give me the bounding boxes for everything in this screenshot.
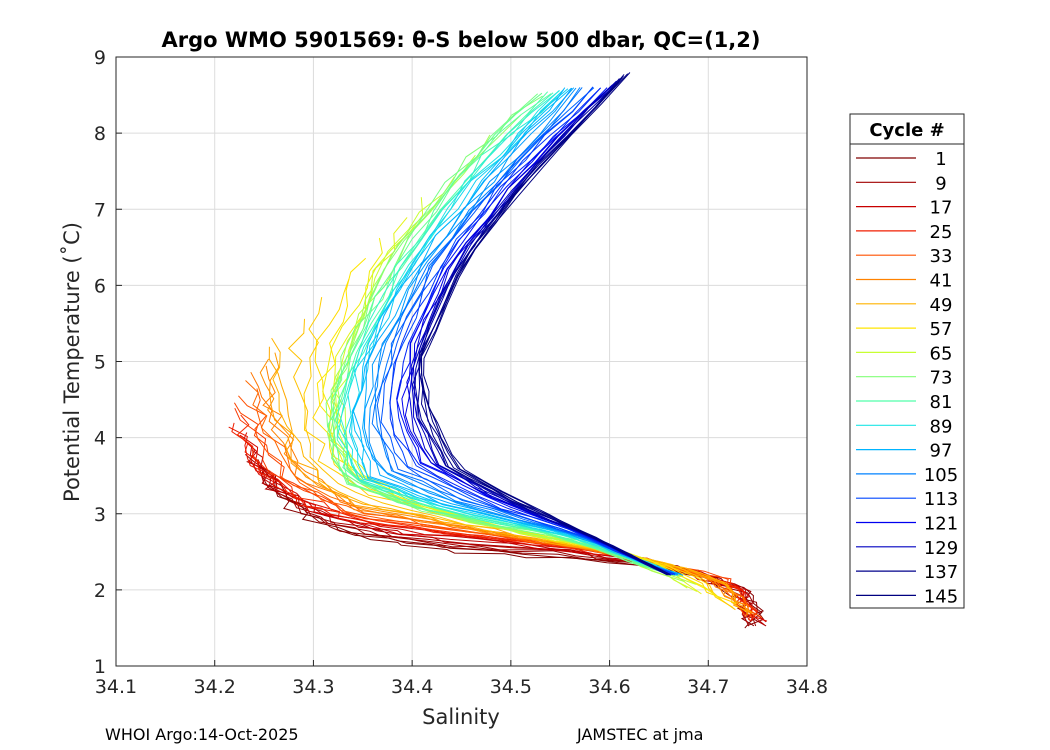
legend-label: 9 — [935, 173, 946, 194]
x-tick-label: 34.1 — [95, 676, 137, 698]
profile-curve — [412, 82, 668, 576]
legend-label: 65 — [930, 343, 953, 364]
x-tick-label: 34.4 — [391, 676, 433, 698]
legend-label: 81 — [930, 392, 953, 413]
profile-curve — [368, 87, 678, 576]
x-tick-label: 34.8 — [786, 676, 828, 698]
legend-label: 105 — [924, 465, 958, 486]
x-tick-label: 34.6 — [588, 676, 630, 698]
profile-curve — [423, 72, 669, 576]
x-tick-label: 34.3 — [292, 676, 334, 698]
profile-curve — [336, 91, 675, 575]
y-axis-label: Potential Temperature (˚C) — [60, 222, 84, 502]
legend-label: 113 — [924, 489, 958, 510]
y-tick-label: 2 — [94, 580, 106, 602]
profile-curve — [261, 466, 765, 626]
footer-left: WHOI Argo:14-Oct-2025 — [105, 725, 299, 744]
profile-curve — [351, 89, 677, 576]
legend-label: 41 — [930, 271, 953, 292]
legend-label: 129 — [924, 538, 958, 559]
legend-label: 1 — [935, 149, 946, 170]
legend-label: 137 — [924, 562, 958, 583]
profile-curve — [380, 86, 670, 576]
legend-box — [849, 113, 965, 609]
legend-title: Cycle # — [869, 120, 944, 141]
profile-curve — [271, 337, 747, 613]
profile-curve — [287, 318, 736, 611]
x-axis-label: Salinity — [422, 705, 500, 729]
y-tick-label: 1 — [94, 656, 106, 678]
y-tick-label: 5 — [94, 352, 106, 374]
profile-curve — [374, 87, 679, 575]
legend-label: 145 — [924, 586, 958, 607]
profile-curve — [340, 90, 675, 576]
legend-label: 89 — [930, 416, 953, 437]
footer-right: JAMSTEC at jma — [577, 725, 704, 744]
profile-curve — [268, 352, 753, 614]
y-tick-label: 8 — [94, 123, 106, 145]
chart-title: Argo WMO 5901569: θ-S below 500 dbar, QC… — [162, 28, 761, 52]
profile-curve — [343, 89, 678, 575]
legend-label: 17 — [930, 198, 953, 219]
y-tick-label: 7 — [94, 199, 106, 221]
axis-ticks: 34.1 34.2 34.3 34.4 34.5 34.6 34.7 34.8 1 2 3 4 5 6 7 8… — [94, 47, 828, 698]
profile-curve — [303, 297, 734, 609]
legend-label: 57 — [930, 319, 953, 340]
legend-label: 97 — [930, 441, 953, 462]
x-tick-label: 34.5 — [490, 676, 532, 698]
legend-label: 33 — [930, 246, 953, 267]
legend-label: 121 — [924, 514, 958, 535]
profile-curve — [327, 92, 673, 576]
legend: Cycle # 1 9 17 25 33 41 49 57 65 73 81 89 97 105 113 12… — [849, 113, 965, 609]
y-tick-label: 6 — [94, 275, 106, 297]
y-tick-label: 4 — [94, 428, 106, 450]
profile-curve — [389, 86, 671, 576]
legend-label: 73 — [930, 368, 953, 389]
profile-curve — [396, 87, 673, 576]
profile-curve — [328, 134, 685, 583]
y-tick-label: 3 — [94, 504, 106, 526]
plot-curves — [228, 72, 768, 629]
legend-label: 25 — [930, 222, 953, 243]
legend-label: 49 — [930, 295, 953, 316]
x-tick-label: 34.7 — [687, 676, 729, 698]
x-tick-label: 34.2 — [194, 676, 236, 698]
profile-curve — [412, 80, 670, 576]
y-tick-label: 9 — [94, 47, 106, 69]
profile-curve — [351, 87, 678, 575]
